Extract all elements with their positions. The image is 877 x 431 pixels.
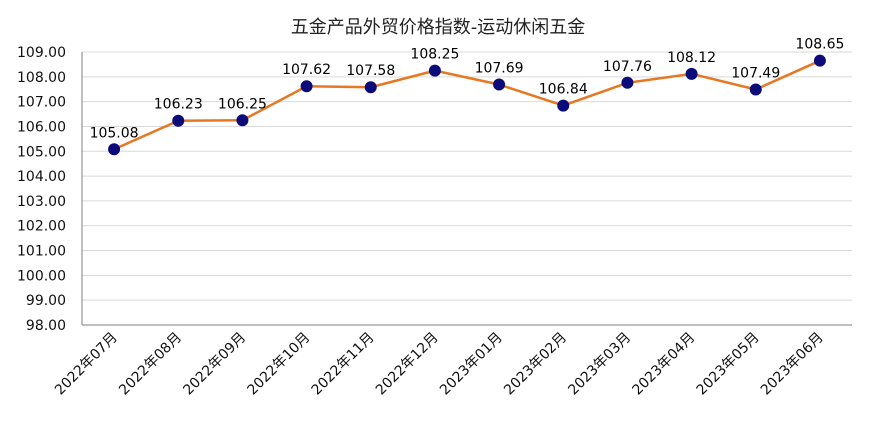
y-tick-label: 99.00 [26,293,66,309]
x-tick-label: 2022年09月 [180,330,249,399]
x-tick-label: 2023年01月 [437,330,506,399]
data-label: 107.58 [346,63,395,79]
data-point [685,67,698,80]
y-tick-label: 103.00 [17,194,66,210]
data-point [300,80,313,93]
data-point [108,143,121,156]
data-point [813,54,826,67]
x-tick-label: 2023年03月 [565,330,634,399]
data-label: 107.76 [603,59,652,75]
data-point [621,76,634,89]
x-tick-label: 2022年07月 [52,330,121,399]
x-tick-label: 2023年06月 [758,330,827,399]
data-label: 106.84 [539,82,588,98]
data-label: 105.08 [90,125,139,141]
data-point [428,64,441,77]
data-label: 107.69 [475,61,524,77]
data-label: 107.62 [282,62,331,78]
series-points [108,54,826,156]
y-tick-label: 100.00 [17,268,66,284]
data-label: 108.25 [410,47,459,63]
data-label: 108.65 [795,37,844,53]
data-label: 107.49 [731,65,780,81]
y-axis-ticks: 98.00 99.00 100.00 101.00 102.00 103.00 104.00… [17,45,66,334]
data-label: 108.12 [667,50,716,66]
y-tick-label: 105.00 [17,144,66,160]
y-tick-label: 106.00 [17,119,66,135]
data-point [236,114,249,127]
data-point [172,114,185,127]
gridlines [82,51,852,326]
data-point [557,99,570,112]
y-tick-label: 102.00 [17,219,66,235]
chart-title: 五金产品外贸价格指数-运动休闲五金 [291,17,586,38]
data-label: 106.23 [154,97,203,113]
y-tick-label: 107.00 [17,95,66,111]
axes [81,52,852,326]
y-tick-label: 108.00 [17,70,66,86]
y-tick-label: 98.00 [26,318,66,334]
x-tick-label: 2022年10月 [245,330,314,399]
x-axis-ticks: 2022年07月2022年08月2022年09月2022年10月2022年11月… [52,330,827,399]
data-point [493,78,506,91]
x-tick-label: 2023年04月 [630,330,699,399]
x-tick-label: 2022年12月 [373,330,442,399]
y-tick-label: 104.00 [17,169,66,185]
series-line [113,59,821,151]
x-tick-label: 2023年02月 [501,330,570,399]
series-line-path [113,59,821,151]
data-label: 106.25 [218,96,267,112]
data-point [364,81,377,94]
x-tick-label: 2023年05月 [694,330,763,399]
y-tick-label: 109.00 [17,45,66,61]
data-point [749,83,762,96]
x-tick-label: 2022年08月 [116,330,185,399]
x-tick-label: 2022年11月 [309,330,378,399]
data-labels: 105.08 106.23 106.25 107.62 107.58 108.25 107.… [90,37,845,142]
y-tick-label: 101.00 [17,244,66,260]
